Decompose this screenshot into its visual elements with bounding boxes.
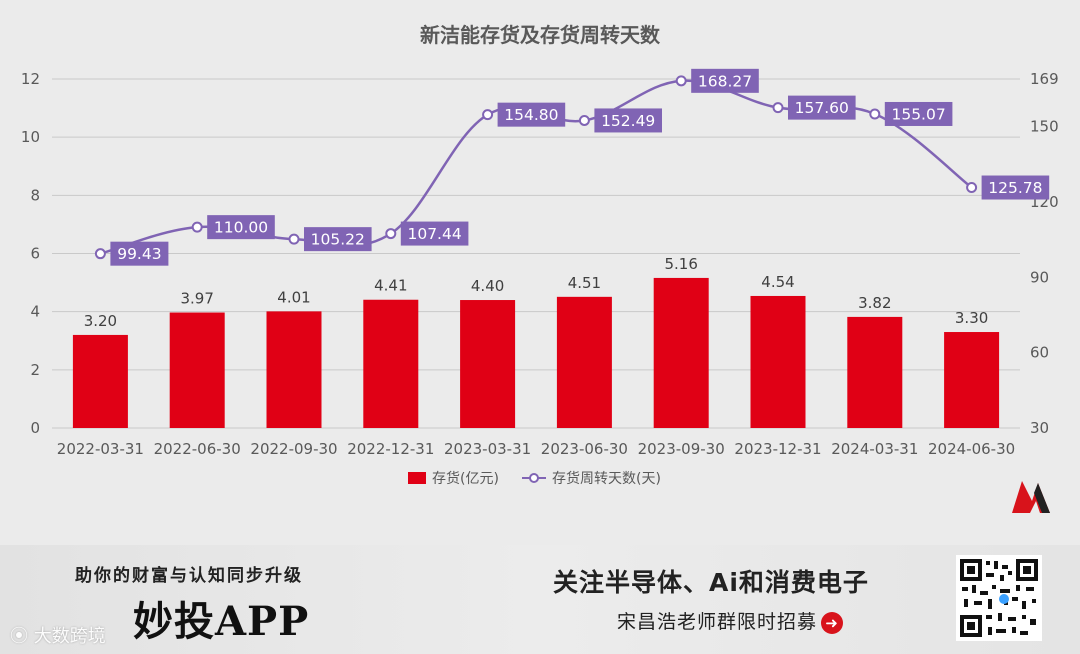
line-series: 99.43 110.00 105.22 107.44 154.80 152.49 168.2… <box>94 68 1050 266</box>
bar-label: 4.41 <box>374 277 407 295</box>
line-point <box>869 108 881 120</box>
bar <box>363 299 419 428</box>
watermark: ⦿ 大数跨境 <box>10 622 106 648</box>
line-label: 168.27 <box>698 72 752 90</box>
bar <box>653 277 709 428</box>
line-label: 107.44 <box>407 225 461 243</box>
y-left-tick: 0 <box>30 419 40 437</box>
bar <box>266 311 322 428</box>
banner-subline[interactable]: 宋昌浩老师群限时招募 ➜ <box>617 607 844 634</box>
line-label-box <box>400 221 469 246</box>
y-left-tick: 12 <box>21 70 40 88</box>
y-right-tick: 60 <box>1030 344 1049 362</box>
bar-label: 3.30 <box>955 309 988 327</box>
bar-label: 3.97 <box>180 290 213 308</box>
bar-label: 3.20 <box>84 312 117 330</box>
line-point <box>94 248 106 260</box>
x-tick-label: 2022-09-30 <box>250 440 337 458</box>
bar-label: 5.16 <box>664 255 697 273</box>
y-left-tick: 6 <box>30 245 40 263</box>
bar <box>847 316 903 428</box>
line-label-box <box>497 102 566 127</box>
line-point <box>578 114 590 126</box>
line-label: 157.60 <box>795 99 849 117</box>
bar <box>460 300 516 428</box>
line-label: 155.07 <box>891 105 945 123</box>
legend-line-marker <box>529 473 539 483</box>
x-tick-label: 2023-09-30 <box>638 440 725 458</box>
line-label-box <box>691 68 759 93</box>
watermark-text: 大数跨境 <box>33 626 106 647</box>
y-left-tick: 10 <box>21 128 40 146</box>
legend-bar-label: 存货(亿元) <box>432 470 499 487</box>
line-label-box <box>981 175 1050 200</box>
promo-banner[interactable]: 助你的财富与认知同步升级 妙投APP ⦿ 大数跨境 关注半导体、Ai和消费电子 … <box>0 545 1080 654</box>
bar-label: 4.54 <box>761 273 794 291</box>
line-point <box>966 182 978 194</box>
chart-title: 新洁能存货及存货周转天数 <box>420 23 661 47</box>
line-point <box>675 75 687 87</box>
y-left-tick: 8 <box>30 186 40 204</box>
bar-labels: 3.20 3.97 4.01 4.41 4.40 4.51 5.16 4.54 3.82 3.30 <box>84 255 989 330</box>
y-left-tick: 4 <box>30 303 40 321</box>
line-point <box>385 228 397 240</box>
arrow-right-icon[interactable]: ➜ <box>821 611 844 634</box>
bar-label: 4.40 <box>471 277 504 295</box>
line-label-box <box>788 95 856 120</box>
left-axis: 0 2 4 6 8 10 12 <box>21 70 40 437</box>
line-label-box <box>110 241 169 266</box>
bar-label: 3.82 <box>858 294 891 312</box>
bar-label: 4.51 <box>568 274 601 292</box>
x-tick-label: 2023-03-31 <box>444 440 531 458</box>
line-label: 152.49 <box>601 112 655 130</box>
x-tick-label: 2023-12-31 <box>734 440 821 458</box>
bar <box>72 334 128 428</box>
line-label-box <box>594 108 662 133</box>
bar <box>750 295 806 428</box>
banner-subline-text: 宋昌浩老师群限时招募 <box>617 611 818 633</box>
banner-app-name: 妙投APP <box>133 598 310 645</box>
bar <box>944 332 1000 428</box>
line-label-box <box>884 101 953 126</box>
watermark-icon: ⦿ <box>10 626 28 647</box>
x-tick-label: 2022-03-31 <box>57 440 144 458</box>
brand-logo-icon <box>1012 481 1050 513</box>
y-left-tick: 2 <box>30 361 40 379</box>
y-right-tick: 150 <box>1030 118 1059 136</box>
y-right-tick: 90 <box>1030 268 1049 286</box>
line-label-box <box>207 215 275 240</box>
bar <box>556 296 612 428</box>
qr-code-icon[interactable] <box>956 555 1042 641</box>
y-right-tick: 169 <box>1030 70 1059 88</box>
x-axis: 2022-03-31 2022-06-30 2022-09-30 2022-12-31… <box>57 440 1015 458</box>
x-tick-label: 2022-12-31 <box>347 440 434 458</box>
x-tick-label: 2023-06-30 <box>541 440 628 458</box>
x-tick-label: 2024-06-30 <box>928 440 1015 458</box>
line-label: 105.22 <box>311 231 365 249</box>
line-point <box>482 109 494 121</box>
legend-bar-swatch <box>408 472 426 484</box>
banner-slogan: 助你的财富与认知同步升级 <box>75 566 303 586</box>
line-point <box>288 233 300 245</box>
line-label: 125.78 <box>988 179 1042 197</box>
line-label-box <box>304 227 372 252</box>
bar-label: 4.01 <box>277 288 310 306</box>
legend: 存货(亿元) 存货周转天数(天) <box>408 470 661 487</box>
line-point <box>772 102 784 114</box>
bar <box>169 312 225 428</box>
x-tick-label: 2022-06-30 <box>154 440 241 458</box>
line-label: 99.43 <box>117 245 161 263</box>
banner-headline: 关注半导体、Ai和消费电子 <box>553 568 869 597</box>
line-label: 110.00 <box>214 219 268 237</box>
y-right-tick: 30 <box>1030 419 1049 437</box>
legend-line-label: 存货周转天数(天) <box>552 470 661 487</box>
x-tick-label: 2024-03-31 <box>831 440 918 458</box>
bar-series <box>72 277 1000 428</box>
line-point <box>191 221 203 233</box>
line-label: 154.80 <box>504 106 558 124</box>
